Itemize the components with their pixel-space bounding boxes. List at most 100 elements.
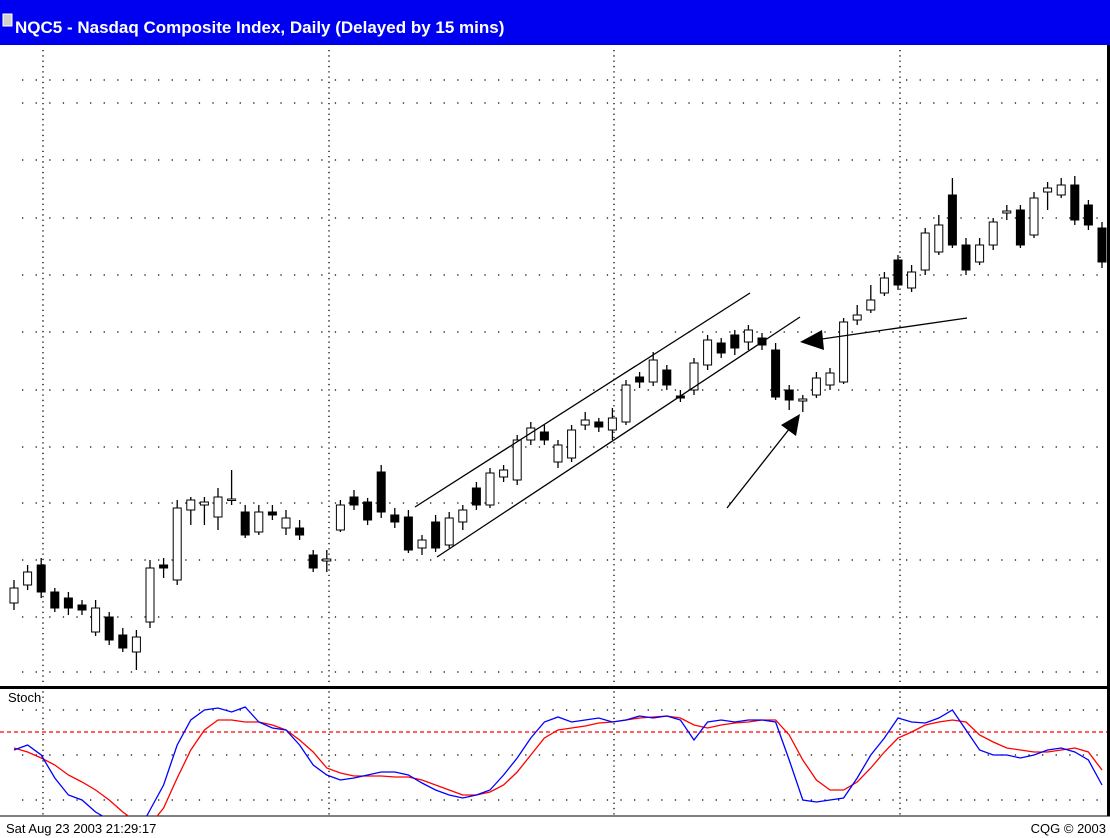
candle-body	[512, 439, 522, 481]
price-pane	[9, 176, 1107, 670]
candle-body	[567, 429, 577, 459]
candle-body	[118, 634, 128, 649]
arrow-shaft	[726, 427, 791, 509]
candle-body	[689, 362, 699, 391]
candle-body	[254, 511, 264, 533]
arrow-head	[781, 414, 800, 436]
candle-body	[50, 591, 60, 609]
candle-body	[267, 511, 277, 516]
candle-body	[417, 539, 427, 549]
candle-body	[580, 419, 590, 426]
candle-body	[621, 384, 631, 423]
candle-body	[363, 501, 373, 521]
candle-body	[1083, 204, 1093, 226]
candle-body	[607, 417, 617, 431]
candle-body	[349, 496, 359, 506]
stoch-line	[13, 715, 1103, 816]
stoch-line	[13, 706, 1103, 816]
candle-body	[1097, 227, 1107, 263]
candle-body	[1043, 187, 1053, 193]
candle-body	[839, 321, 849, 383]
candle-body	[594, 421, 604, 428]
arrow-head	[800, 330, 824, 350]
candle-body	[23, 571, 33, 586]
candle-body	[444, 517, 454, 546]
candle-body	[199, 501, 209, 506]
chart-title: NQC5 - Nasdaq Composite Index, Daily (De…	[15, 18, 504, 37]
channel-upper	[414, 292, 751, 508]
candle-body	[893, 259, 903, 286]
arrow-shaft	[814, 317, 968, 341]
candle-body	[159, 564, 169, 569]
candle-body	[825, 372, 835, 386]
candle-body	[458, 509, 468, 523]
candle-body	[36, 564, 46, 593]
candle-body	[485, 472, 495, 506]
candle-body	[104, 616, 114, 641]
candle-body	[1015, 209, 1025, 246]
candle-body	[9, 587, 19, 604]
candle-body	[1056, 184, 1066, 196]
candle-body	[539, 431, 549, 441]
candle-body	[431, 521, 441, 549]
candle-body	[63, 597, 73, 609]
candle-body	[281, 517, 291, 529]
candle-body	[784, 389, 794, 401]
candle-body	[322, 558, 332, 562]
candle-body	[240, 511, 250, 536]
candle-body	[213, 496, 223, 518]
candle-body	[91, 607, 101, 633]
candle-body	[172, 507, 182, 581]
candle-body	[920, 232, 930, 271]
candle-body	[526, 427, 536, 441]
pane-separator	[0, 686, 1110, 689]
candle-body	[730, 334, 740, 349]
candle-body	[1002, 210, 1012, 214]
candle-body	[227, 498, 237, 501]
annotations	[414, 292, 968, 558]
candle-body	[879, 277, 889, 294]
candle-body	[975, 244, 985, 263]
candle-body	[308, 554, 318, 569]
candle-body	[499, 469, 509, 478]
stoch-pane	[0, 706, 1107, 816]
candle-body	[703, 339, 713, 366]
candle-body	[635, 376, 645, 383]
candle-body	[947, 194, 957, 246]
candle-body	[662, 369, 672, 386]
candle-body	[403, 516, 413, 551]
candle-body	[988, 221, 998, 246]
frame-right	[1107, 45, 1110, 816]
candle-body	[934, 224, 944, 253]
candle-body	[852, 314, 862, 321]
candle-body	[145, 567, 155, 623]
candle-body	[295, 527, 305, 536]
candle-body	[1070, 184, 1080, 221]
candle-body	[907, 271, 917, 289]
window-icon[interactable]	[2, 13, 13, 27]
candle-body	[376, 471, 386, 513]
candle-body	[743, 329, 753, 343]
title-bar	[0, 0, 1110, 45]
stoch-label: Stoch	[8, 690, 41, 705]
grid	[22, 50, 1110, 815]
candle-body	[471, 487, 481, 506]
candle-body	[186, 499, 196, 511]
candle-body	[77, 604, 87, 611]
candle-body	[798, 398, 808, 402]
candle-body	[771, 349, 781, 398]
candle-body	[811, 377, 821, 396]
candle-body	[648, 359, 658, 383]
copyright: CQG © 2003	[1031, 821, 1106, 836]
candle-body	[131, 636, 141, 653]
candle-body	[866, 299, 876, 311]
candle-body	[961, 244, 971, 271]
candle-body	[390, 514, 400, 523]
candle-body	[553, 444, 563, 463]
timestamp: Sat Aug 23 2003 21:29:17	[6, 821, 156, 836]
candle-body	[1029, 197, 1039, 236]
candle-body	[335, 504, 345, 531]
channel-lower	[436, 316, 801, 558]
candle-body	[716, 342, 726, 354]
